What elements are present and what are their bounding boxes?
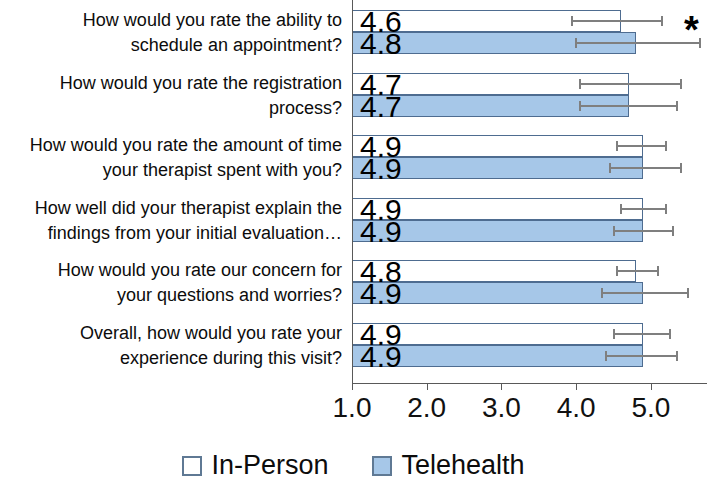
error-bar-cap (676, 101, 678, 111)
bar-value-label: 4.9 (360, 221, 402, 243)
category-label-line2: your questions and worries? (0, 283, 342, 308)
bar-value-label: 4.7 (360, 96, 402, 118)
category-label-line1: How well did your therapist explain the (0, 196, 342, 221)
category-label-line1: How would you rate the ability to (0, 8, 342, 33)
survey-bar-chart: How would you rate the ability toschedul… (0, 0, 707, 489)
bar-value-label: 4.9 (360, 158, 402, 180)
category-label: How well did your therapist explain thef… (0, 196, 342, 246)
category-label: How would you rate our concern foryour q… (0, 258, 342, 308)
error-bar-cap (613, 226, 615, 236)
error-bar-cap (579, 79, 581, 89)
legend-label: In-Person (211, 452, 328, 479)
error-bar (606, 355, 677, 357)
error-bar (617, 270, 658, 272)
axis-tick-label: 4.0 (546, 392, 606, 424)
axis-tick-label: 1.0 (322, 392, 382, 424)
legend-label: Telehealth (401, 452, 524, 479)
error-bar-cap (605, 351, 607, 361)
error-bar-cap (616, 141, 618, 151)
category-axis-line (352, 0, 353, 383)
legend-swatch-icon (182, 456, 202, 476)
category-label-line1: How would you rate the amount of time (0, 133, 342, 158)
error-bar (602, 292, 688, 294)
category-label-line2: experience during this visit? (0, 346, 342, 371)
axis-tick (352, 384, 353, 390)
error-bar (610, 167, 681, 169)
category-label-line1: How would you rate the registration (0, 71, 342, 96)
category-label: How would you rate the registrationproce… (0, 71, 342, 121)
error-bar-cap (669, 329, 671, 339)
error-bar-cap (665, 141, 667, 151)
error-bar-cap (665, 204, 667, 214)
bar-value-label: 4.9 (360, 346, 402, 368)
category-label-line2: your therapist spent with you? (0, 158, 342, 183)
category-label: How would you rate the ability toschedul… (0, 8, 342, 58)
category-label: Overall, how would you rate yourexperien… (0, 321, 342, 371)
legend-item-in-person: In-Person (182, 452, 328, 479)
error-bar-cap (616, 266, 618, 276)
legend-swatch-icon (372, 456, 392, 476)
error-bar-cap (661, 16, 663, 26)
category-label-line1: How would you rate our concern for (0, 258, 342, 283)
error-bar (580, 105, 677, 107)
error-bar-cap (687, 288, 689, 298)
category-label-line2: schedule an appointment? (0, 33, 342, 58)
error-bar-cap (575, 38, 577, 48)
axis-tick-label: 2.0 (397, 392, 457, 424)
legend-item-telehealth: Telehealth (372, 452, 524, 479)
error-bar-cap (676, 351, 678, 361)
axis-tick (576, 384, 577, 390)
error-bar (614, 333, 670, 335)
error-bar (614, 230, 674, 232)
significance-asterisk: * (684, 11, 699, 49)
bar-value-label: 4.8 (360, 33, 402, 55)
error-bar-cap (672, 226, 674, 236)
error-bar-cap (680, 163, 682, 173)
value-axis-line (352, 383, 707, 384)
bar-value-label: 4.9 (360, 283, 402, 305)
axis-tick (651, 384, 652, 390)
category-label-line2: findings from your initial evaluation… (0, 221, 342, 246)
axis-tick-label: 5.0 (621, 392, 681, 424)
error-bar-cap (620, 204, 622, 214)
category-label-line1: Overall, how would you rate your (0, 321, 342, 346)
error-bar (621, 208, 666, 210)
category-label-line2: process? (0, 96, 342, 121)
error-bar-cap (613, 329, 615, 339)
error-bar-cap (571, 16, 573, 26)
legend: In-Person Telehealth (0, 452, 707, 479)
category-label: How would you rate the amount of timeyou… (0, 133, 342, 183)
axis-tick (501, 384, 502, 390)
axis-tick-label: 3.0 (471, 392, 531, 424)
axis-tick (427, 384, 428, 390)
error-bar-cap (601, 288, 603, 298)
error-bar (580, 83, 681, 85)
plot-area: 4.64.84.74.74.94.94.94.94.84.94.94.9* (352, 0, 707, 383)
error-bar (572, 20, 662, 22)
error-bar-cap (657, 266, 659, 276)
error-bar-cap (609, 163, 611, 173)
error-bar-cap (579, 101, 581, 111)
error-bar (617, 145, 666, 147)
error-bar-cap (680, 79, 682, 89)
error-bar (576, 42, 699, 44)
